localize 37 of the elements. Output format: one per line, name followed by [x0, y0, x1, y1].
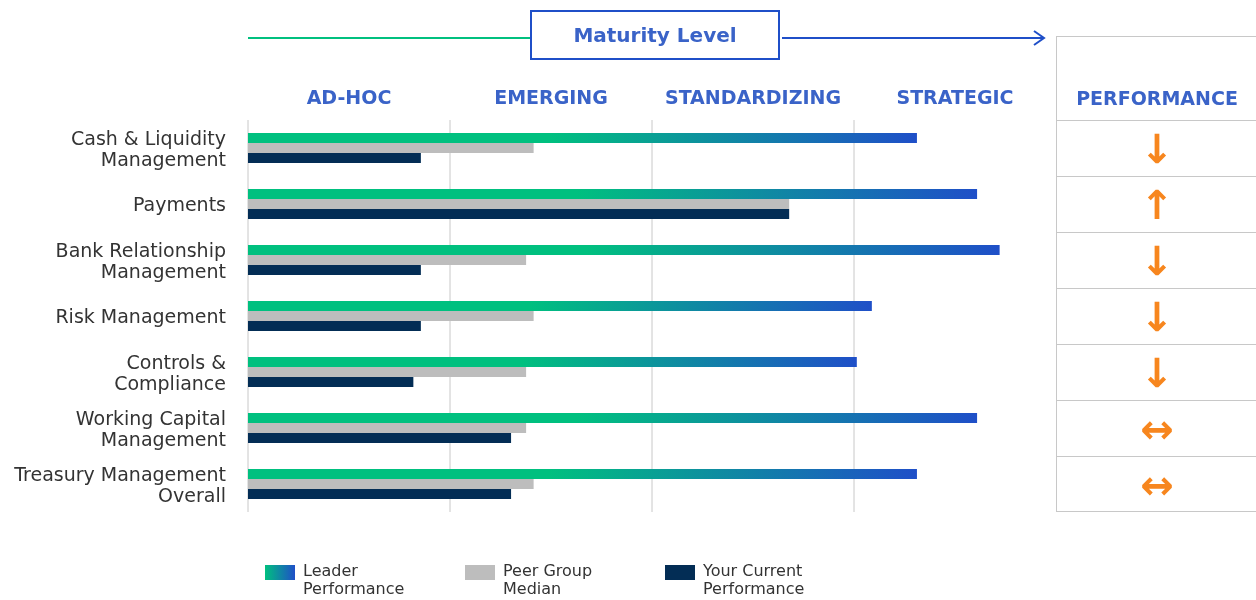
bar	[248, 433, 512, 443]
legend-label: Peer Group Median	[503, 561, 594, 598]
legend-label: Your Current Performance	[703, 561, 806, 598]
y-tick-label: Treasury Management Overall	[13, 462, 226, 506]
text: EMERGING	[493, 86, 609, 108]
bar	[248, 153, 421, 163]
text: ↔	[1140, 462, 1174, 508]
text: ↓	[1140, 238, 1174, 284]
y-tick-label: Controls & Compliance	[114, 350, 227, 394]
y-tick-label: Cash & Liquidity Management	[70, 126, 226, 170]
y-tick-label: Payments	[132, 193, 226, 215]
y-tick-label: Risk Management	[55, 305, 226, 327]
text: ↓	[1140, 350, 1174, 396]
bar	[248, 133, 917, 143]
bar	[248, 301, 872, 311]
text: ↓	[1140, 126, 1174, 172]
text: AD-HOC	[305, 86, 393, 108]
text: ↑	[1140, 182, 1174, 228]
text: STANDARDIZING	[663, 86, 843, 108]
bar	[248, 469, 917, 479]
text: Maturity Level	[530, 10, 780, 60]
legend-label: Leader Performance	[303, 561, 406, 598]
bar	[248, 489, 512, 499]
bar	[248, 321, 421, 331]
bar	[248, 377, 414, 387]
bar	[248, 265, 421, 275]
bar	[248, 209, 790, 219]
y-tick-label: Working Capital Management	[75, 406, 226, 450]
text: STRATEGIC	[895, 86, 1015, 108]
text: ↓	[1140, 294, 1174, 340]
text: PERFORMANCE	[1075, 87, 1239, 109]
bar	[248, 357, 857, 367]
bar	[248, 413, 978, 423]
y-tick-label: Bank Relationship Management	[55, 238, 226, 282]
bar	[248, 189, 978, 199]
bar	[248, 245, 1000, 255]
text: ↔	[1140, 406, 1174, 452]
